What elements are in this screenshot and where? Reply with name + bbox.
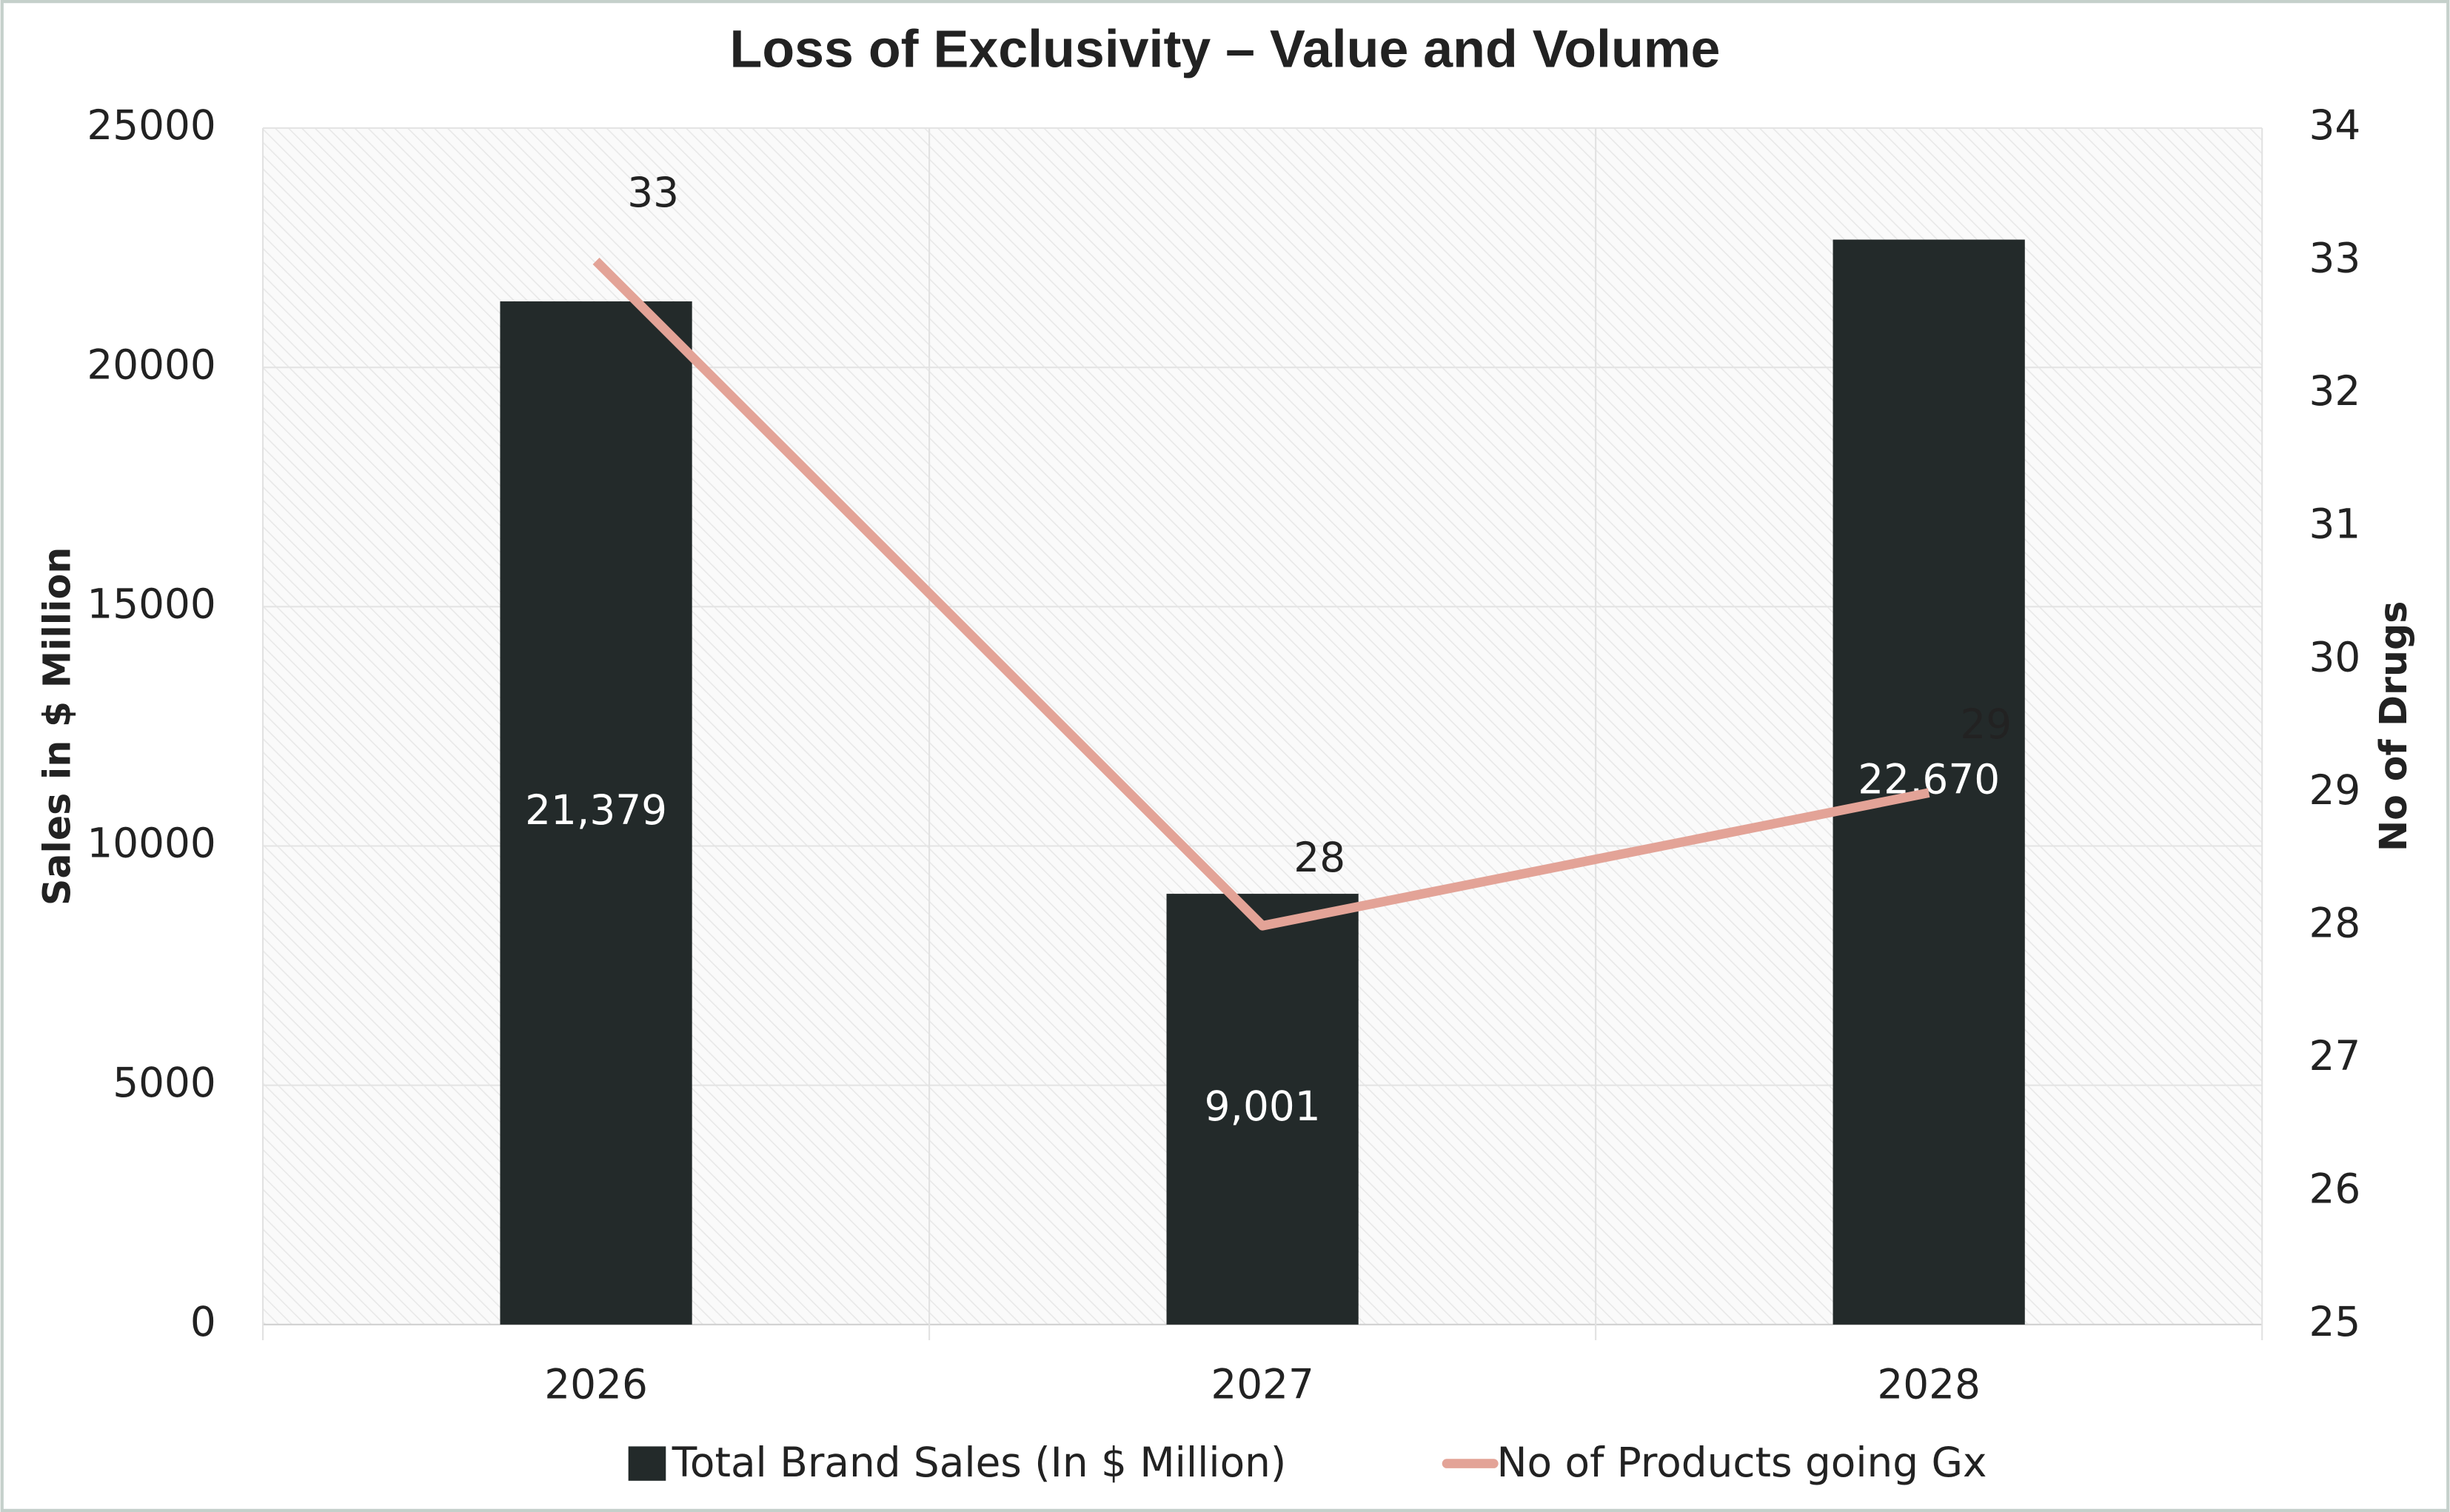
y-tick-label: 5000 xyxy=(113,1059,216,1106)
y2-tick-label: 30 xyxy=(2309,633,2360,680)
bar xyxy=(1166,894,1359,1325)
data-label: 33 xyxy=(627,169,679,216)
y2-tick-label: 34 xyxy=(2309,101,2360,149)
y2-tick-label: 25 xyxy=(2309,1298,2360,1345)
y-tick-label: 25000 xyxy=(87,101,215,149)
x-tick-label: 2028 xyxy=(1877,1360,1981,1408)
y2-tick-label: 32 xyxy=(2309,367,2360,415)
data-label: 28 xyxy=(1293,834,1345,881)
bar xyxy=(500,301,692,1325)
y2-tick-label: 29 xyxy=(2309,766,2360,814)
legend-label: Total Brand Sales (In $ Million) xyxy=(672,1439,1287,1486)
y-tick-label: 0 xyxy=(190,1298,216,1345)
y2-tick-label: 28 xyxy=(2309,899,2360,946)
y2-axis-label: No of Drugs xyxy=(2372,601,2415,852)
x-tick-label: 2027 xyxy=(1211,1360,1314,1408)
y2-tick-label: 27 xyxy=(2309,1032,2360,1080)
y2-tick-label: 26 xyxy=(2309,1165,2360,1212)
y-tick-label: 10000 xyxy=(87,820,215,867)
legend-label: No of Products going Gx xyxy=(1497,1439,1987,1486)
y-tick-label: 15000 xyxy=(87,580,215,627)
data-label: 21,379 xyxy=(525,786,667,834)
chart-title: Loss of Exclusivity – Value and Volume xyxy=(730,20,1721,79)
y2-tick-label: 31 xyxy=(2309,501,2360,548)
bar xyxy=(1833,239,2025,1325)
y-axis-label: Sales in $ Million xyxy=(35,547,78,906)
y-tick-label: 20000 xyxy=(87,341,215,388)
line-series xyxy=(592,258,1930,931)
data-label: 29 xyxy=(1960,700,2012,748)
x-tick-label: 2026 xyxy=(544,1360,648,1408)
data-label: 9,001 xyxy=(1205,1083,1321,1130)
y2-tick-label: 33 xyxy=(2309,235,2360,282)
legend-swatch xyxy=(628,1446,666,1481)
